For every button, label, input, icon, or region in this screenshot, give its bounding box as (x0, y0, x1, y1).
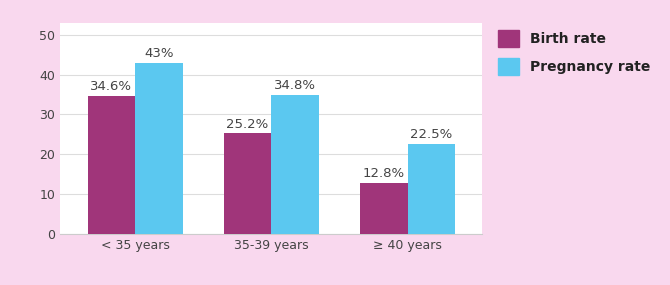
Bar (88, 96, 135, 234)
Bar (135, 63, 183, 234)
Text: 34.6%: 34.6% (90, 80, 133, 93)
Bar (407, 144, 455, 234)
Text: 22.5%: 22.5% (410, 128, 452, 141)
Legend: Birth rate, Pregnancy rate: Birth rate, Pregnancy rate (494, 26, 654, 79)
Bar (360, 183, 407, 234)
Text: 12.8%: 12.8% (362, 167, 405, 180)
Text: 43%: 43% (144, 47, 174, 60)
Bar (224, 133, 271, 234)
Bar (271, 95, 319, 234)
Text: 25.2%: 25.2% (226, 118, 269, 131)
Text: 34.8%: 34.8% (274, 80, 316, 92)
